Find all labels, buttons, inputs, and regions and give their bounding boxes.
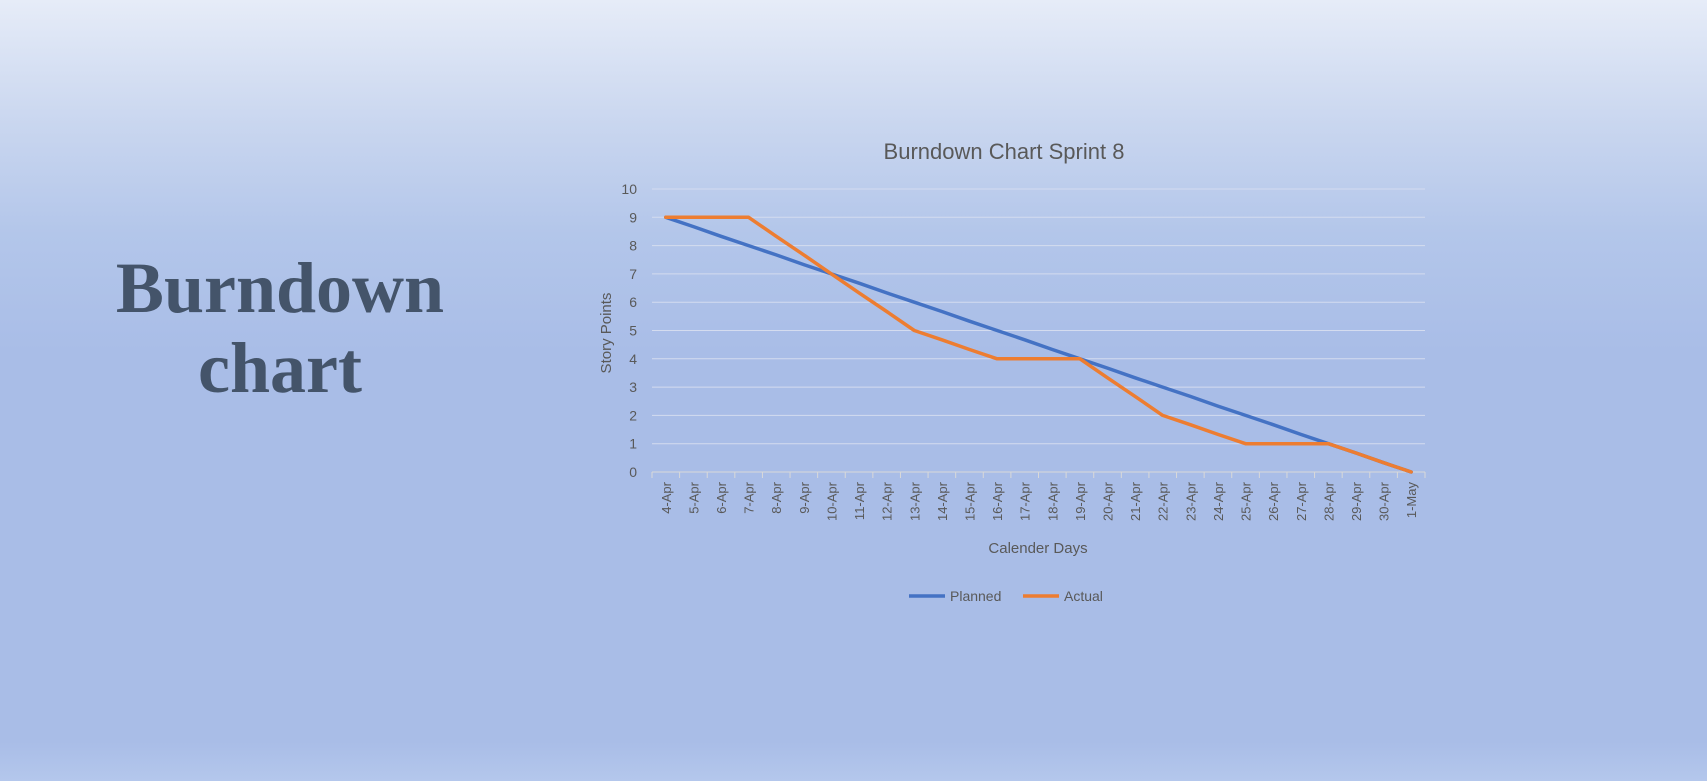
x-axis-label: Calender Days — [988, 540, 1087, 557]
x-tick-label: 24-Apr — [1211, 481, 1226, 521]
x-tick-label: 28-Apr — [1321, 481, 1336, 521]
y-tick-label: 0 — [629, 464, 637, 480]
x-tick-label: 8-Apr — [769, 481, 784, 513]
x-tick-label: 15-Apr — [962, 481, 977, 521]
chart-title: Burndown Chart Sprint 8 — [884, 139, 1125, 164]
x-tick-label: 7-Apr — [742, 481, 757, 513]
slide-title-line1: Burndown — [115, 248, 445, 328]
series-lines — [664, 215, 1413, 474]
x-tick-label: 10-Apr — [824, 481, 839, 521]
x-tick-label: 11-Apr — [852, 481, 867, 520]
y-tick-label: 10 — [621, 181, 637, 197]
x-tick-label: 1-May — [1404, 482, 1419, 519]
x-tick-label: 17-Apr — [1018, 481, 1033, 521]
x-tick-label: 21-Apr — [1128, 481, 1143, 521]
slide-title-line2: chart — [198, 328, 362, 408]
x-tick-label: 30-Apr — [1377, 481, 1392, 521]
series-line-actual — [664, 215, 1413, 474]
y-tick-label: 4 — [629, 351, 637, 367]
y-tick-label: 1 — [629, 436, 637, 452]
x-tick-label: 19-Apr — [1073, 481, 1088, 521]
x-tick-label: 5-Apr — [686, 481, 701, 513]
x-tick-label: 13-Apr — [907, 481, 922, 521]
legend-label-actual: Actual — [1064, 588, 1103, 604]
legend: Planned Actual — [909, 588, 1103, 604]
x-tick-label: 12-Apr — [880, 481, 895, 521]
x-tick-label: 16-Apr — [990, 481, 1005, 521]
y-tick-label: 2 — [629, 407, 637, 423]
gridlines — [652, 188, 1425, 445]
x-tick-label: 14-Apr — [935, 481, 950, 521]
x-tick-label: 23-Apr — [1183, 481, 1198, 521]
x-tick-label: 26-Apr — [1266, 481, 1281, 521]
x-tick-label: 18-Apr — [1045, 481, 1060, 521]
y-tick-label: 6 — [629, 294, 637, 310]
slide-title: Burndown chart — [60, 248, 500, 408]
x-tick-label: 6-Apr — [714, 481, 729, 513]
x-tick-label: 4-Apr — [659, 481, 674, 513]
x-tick-label: 22-Apr — [1156, 481, 1171, 521]
x-tick-label: 29-Apr — [1349, 481, 1364, 521]
x-tick-label: 9-Apr — [797, 481, 812, 513]
y-axis-ticks: 0 1 2 3 4 5 6 7 8 9 10 — [621, 181, 637, 480]
y-tick-label: 9 — [629, 209, 637, 225]
y-tick-label: 7 — [629, 266, 637, 282]
y-tick-label: 8 — [629, 238, 637, 254]
series-line-planned — [664, 215, 1413, 474]
x-tick-label: 20-Apr — [1101, 481, 1116, 521]
x-tick-label: 27-Apr — [1294, 481, 1309, 521]
y-tick-label: 3 — [629, 379, 637, 395]
y-tick-label: 5 — [629, 323, 637, 339]
x-tick-label: 25-Apr — [1239, 481, 1254, 521]
x-axis — [651, 471, 1426, 478]
y-axis-label: Story Points — [598, 293, 615, 374]
legend-label-planned: Planned — [950, 588, 1001, 604]
x-axis-ticks: 4-Apr 5-Apr 6-Apr 7-Apr 8-Apr 9-Apr 10-Apr 11-A… — [659, 481, 1419, 521]
